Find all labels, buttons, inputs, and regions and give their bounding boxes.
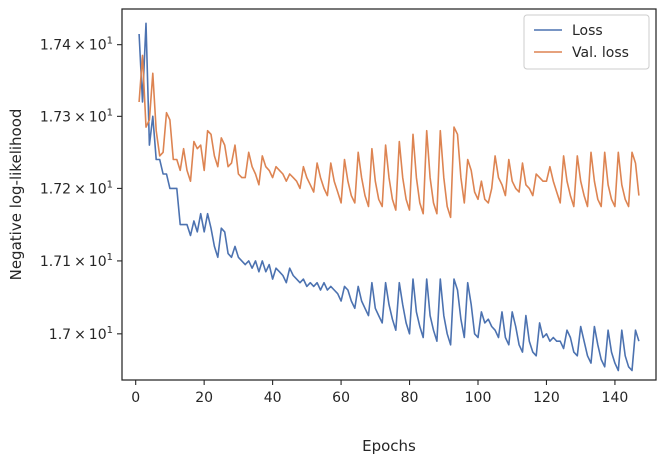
x-tick-label: 80 xyxy=(401,390,419,406)
y-tick-times: × xyxy=(74,254,86,270)
y-tick-base: 10 xyxy=(89,38,107,54)
y-tick-label: 1.71 × 101 xyxy=(40,252,113,270)
y-tick-mantissa: 1.73 xyxy=(40,109,71,125)
x-tick-label: 20 xyxy=(195,390,213,406)
y-tick-mantissa: 1.72 xyxy=(40,181,71,197)
y-tick-mantissa: 1.74 xyxy=(40,38,71,54)
y-tick-times: × xyxy=(74,181,86,197)
y-tick-times: × xyxy=(74,327,86,343)
x-axis-ticks: 0 20 40 60 80 100 120 140 xyxy=(131,380,628,406)
axes-frame xyxy=(121,8,657,381)
y-tick-base: 10 xyxy=(89,327,107,343)
y-tick-times: × xyxy=(74,109,86,125)
y-tick-exponent: 1 xyxy=(107,36,113,47)
legend-label: Val. loss xyxy=(572,45,629,61)
x-tick-label: 100 xyxy=(465,390,492,406)
x-tick-label: 120 xyxy=(533,390,560,406)
y-tick-mantissa: 1.71 xyxy=(40,254,71,270)
y-tick-exponent: 1 xyxy=(107,252,113,263)
y-axis-label: Negative log-likelihood xyxy=(7,109,25,281)
y-tick-label: 1.72 × 101 xyxy=(40,179,113,197)
x-tick-label: 60 xyxy=(332,390,350,406)
legend: Loss Val. loss xyxy=(523,14,650,70)
x-axis-label: Epochs xyxy=(362,437,416,455)
y-tick-exponent: 1 xyxy=(107,325,113,336)
y-tick-mantissa: 1.7 xyxy=(49,327,71,343)
x-tick-label: 0 xyxy=(131,390,140,406)
y-tick-times: × xyxy=(74,38,86,54)
y-tick-base: 10 xyxy=(89,181,107,197)
series-line-loss xyxy=(138,22,640,372)
plot-area xyxy=(138,22,640,372)
y-tick-base: 10 xyxy=(89,109,107,125)
y-tick-label: 1.73 × 101 xyxy=(40,107,113,125)
series-line-val-loss xyxy=(138,54,640,219)
y-tick-label: 1.74 × 101 xyxy=(40,36,113,54)
y-tick-base: 10 xyxy=(89,254,107,270)
x-tick-label: 140 xyxy=(602,390,629,406)
y-tick-label: 1.7 × 101 xyxy=(49,325,113,343)
legend-box xyxy=(523,14,650,70)
y-tick-exponent: 1 xyxy=(107,179,113,190)
x-tick-label: 40 xyxy=(264,390,282,406)
y-tick-exponent: 1 xyxy=(107,107,113,118)
legend-label: Loss xyxy=(572,23,603,39)
